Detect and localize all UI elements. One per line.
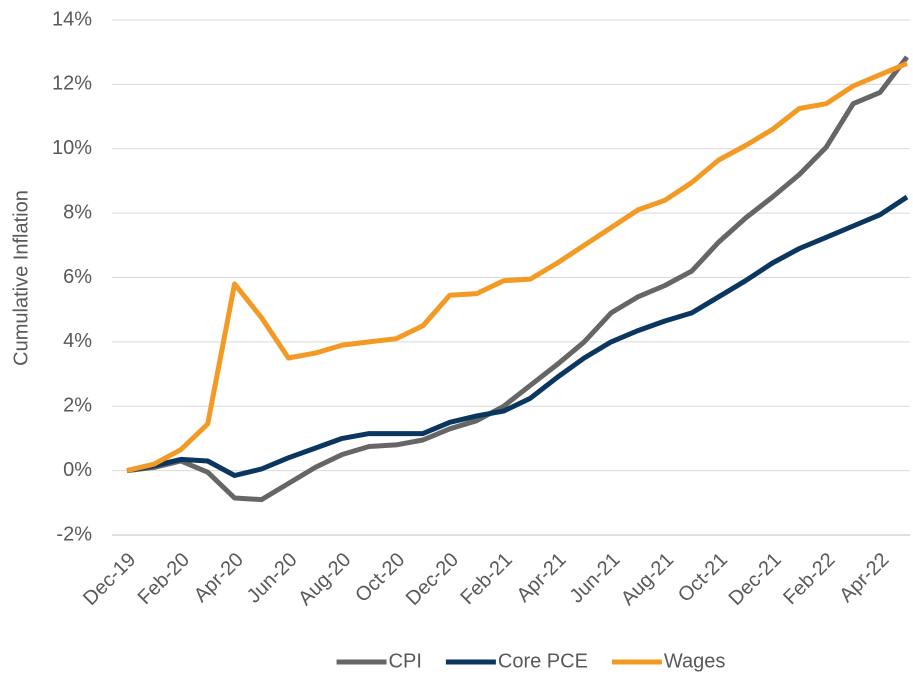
y-tick-label: 10%: [52, 137, 92, 159]
y-tick-label: 12%: [52, 73, 92, 95]
legend-label: CPI: [389, 650, 422, 672]
x-tick-label: Dec-21: [725, 549, 786, 610]
y-tick-label: 8%: [63, 201, 92, 223]
x-tick-label: Dec-20: [402, 549, 463, 610]
series-line: [126, 55, 909, 503]
x-tick-label: Apr-21: [513, 549, 571, 607]
x-tick-label: Feb-21: [456, 549, 516, 609]
x-tick-label: Aug-21: [617, 549, 678, 610]
y-tick-label: -2%: [56, 523, 92, 545]
legend-label: Wages: [664, 650, 726, 672]
x-tick-label: Aug-20: [294, 549, 355, 610]
series-line: [126, 194, 909, 478]
y-tick-label: 14%: [52, 8, 92, 30]
x-tick-label: Apr-22: [835, 549, 893, 607]
series-line: [126, 61, 908, 474]
y-tick-label: 4%: [63, 330, 92, 352]
y-axis-label: Cumulative Inflation: [10, 190, 32, 366]
x-tick-label: Oct-21: [674, 549, 732, 607]
x-tick-label: Jun-21: [566, 549, 625, 608]
y-tick-label: 2%: [63, 395, 92, 417]
x-tick-label: Dec-19: [79, 549, 140, 610]
x-tick-label: Apr-20: [190, 549, 248, 607]
y-tick-label: 6%: [63, 266, 92, 288]
legend-label: Core PCE: [498, 650, 588, 672]
x-tick-label: Feb-20: [134, 549, 194, 609]
x-tick-label: Feb-22: [779, 549, 839, 609]
y-tick-label: 0%: [63, 459, 92, 481]
x-tick-label: Oct-20: [351, 549, 409, 607]
x-tick-label: Jun-20: [243, 549, 302, 608]
